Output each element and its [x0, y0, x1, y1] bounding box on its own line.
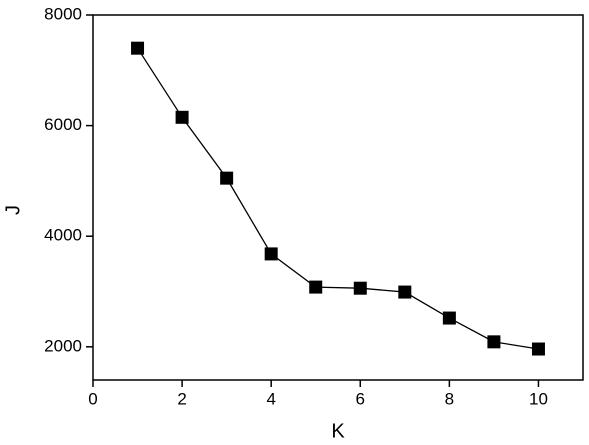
series-line	[136, 47, 539, 350]
y-tick-label: 2000	[44, 336, 82, 355]
data-point	[531, 342, 545, 356]
x-tick-label: 10	[529, 389, 548, 408]
y-tick-label: 8000	[44, 4, 82, 23]
y-tick-label: 4000	[44, 226, 82, 245]
data-point	[442, 311, 456, 325]
y-tick-label: 6000	[44, 115, 82, 134]
data-point	[398, 285, 412, 299]
data-point	[353, 281, 367, 295]
x-tick-label: 4	[266, 389, 275, 408]
x-tick-label: 6	[356, 389, 365, 408]
data-point	[175, 110, 189, 124]
y-axis-label: J	[2, 205, 24, 215]
data-point	[131, 41, 145, 55]
x-tick-label: 0	[88, 389, 97, 408]
data-point	[309, 280, 323, 294]
plot-frame	[92, 14, 584, 381]
x-axis-label: K	[331, 420, 345, 442]
x-tick-label: 2	[177, 389, 186, 408]
data-point	[264, 247, 278, 261]
data-point	[220, 171, 234, 185]
x-tick-label: 8	[445, 389, 454, 408]
data-point	[487, 335, 501, 349]
